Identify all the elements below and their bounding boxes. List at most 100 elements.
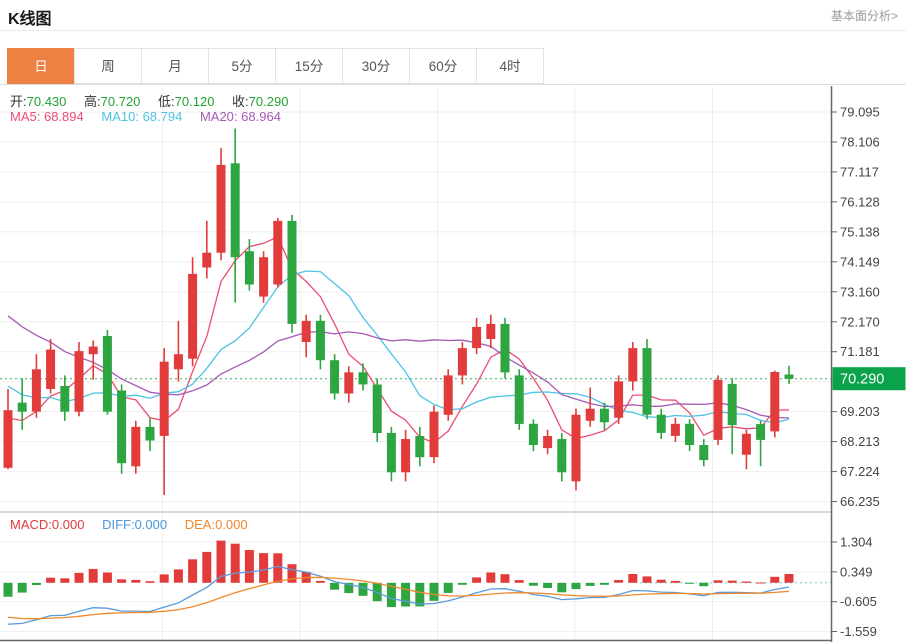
fundamental-analysis-link[interactable]: 基本面分析> xyxy=(830,9,898,23)
ma-legend: MA5: 68.894 MA10: 68.794 MA20: 68.964 xyxy=(10,109,295,124)
candle xyxy=(216,164,226,253)
candle xyxy=(301,320,311,342)
tab-5min[interactable]: 5分 xyxy=(208,48,276,84)
page-title: K线图 xyxy=(8,11,52,28)
macd-axis-label: 0.349 xyxy=(840,564,873,579)
macd-axis-label: 1.304 xyxy=(840,535,873,550)
dea-value: 0.000 xyxy=(215,517,248,532)
ma20-label: MA20: xyxy=(199,109,238,124)
candle xyxy=(117,390,127,464)
macd-bar xyxy=(159,574,169,583)
price-axis-label: 78.106 xyxy=(840,135,880,150)
macd-bar xyxy=(88,568,98,583)
price-axis-label: 79.095 xyxy=(840,105,880,120)
macd-bar xyxy=(60,578,70,583)
candle xyxy=(585,408,595,421)
candle xyxy=(145,426,155,441)
tab-60min[interactable]: 60分 xyxy=(409,48,477,84)
macd-bar xyxy=(429,582,439,601)
macd-bar xyxy=(315,580,325,583)
macd-bar xyxy=(713,580,723,583)
candle xyxy=(131,426,141,467)
macd-legend: MACD:0.000 DIFF:0.000 DEA:0.000 xyxy=(10,517,262,532)
macd-bar xyxy=(17,582,27,593)
macd-bar xyxy=(273,553,283,583)
macd-bar xyxy=(585,582,595,586)
macd-bar xyxy=(287,564,297,583)
candle xyxy=(102,336,112,412)
price-axis-label: 69.203 xyxy=(840,404,880,419)
macd-bar xyxy=(514,580,524,583)
price-axis-label: 76.128 xyxy=(840,194,880,209)
macd-bar xyxy=(31,582,41,585)
high-value: 70.720 xyxy=(100,94,141,109)
open-label: 开: xyxy=(10,94,27,109)
tab-4hour[interactable]: 4时 xyxy=(476,48,544,84)
macd-bar xyxy=(216,540,226,583)
macd-bar xyxy=(699,582,709,587)
candle xyxy=(344,372,354,394)
macd-bar xyxy=(656,579,666,583)
candle xyxy=(159,361,169,436)
macd-bar xyxy=(685,582,695,584)
macd-bar xyxy=(557,582,567,593)
open-value: 70.430 xyxy=(26,94,67,109)
svg-text:70.290: 70.290 xyxy=(840,372,884,388)
macd-bar xyxy=(486,572,496,583)
candle xyxy=(74,351,84,412)
tab-30min[interactable]: 30分 xyxy=(342,48,410,84)
tab-month[interactable]: 月 xyxy=(141,48,209,84)
candle xyxy=(472,326,482,349)
candle xyxy=(230,163,240,258)
candle xyxy=(315,320,325,361)
macd-bar xyxy=(472,577,482,583)
candle xyxy=(557,439,567,473)
diff-value: 0.000 xyxy=(134,517,168,532)
candle xyxy=(543,436,553,449)
candle xyxy=(486,323,496,339)
tab-15min[interactable]: 15分 xyxy=(275,48,343,84)
candle xyxy=(784,374,794,379)
tab-week[interactable]: 周 xyxy=(74,48,142,84)
diff-label: DIFF: xyxy=(102,517,135,532)
ohlc-legend: 开:70.430 高:70.720 低:70.120 收:70.290 xyxy=(10,91,302,110)
candle xyxy=(17,402,27,412)
macd-bar xyxy=(756,582,766,584)
candle xyxy=(500,323,510,373)
candle xyxy=(88,346,98,355)
macd-bar xyxy=(500,574,510,583)
price-axis-label: 67.224 xyxy=(840,464,880,479)
macd-bar xyxy=(599,582,609,585)
candle xyxy=(699,445,709,461)
macd-bar xyxy=(188,559,198,583)
candle xyxy=(713,379,723,440)
macd-bar xyxy=(741,581,751,583)
macd-axis-label: -1.559 xyxy=(840,624,877,639)
dea-label: DEA: xyxy=(184,517,216,532)
macd-bar xyxy=(528,582,538,586)
current-price-badge: 70.290 xyxy=(832,367,906,391)
tabbar-divider xyxy=(0,84,906,85)
ma5-line xyxy=(7,236,790,444)
candle xyxy=(429,411,439,458)
tab-day[interactable]: 日 xyxy=(7,48,75,84)
price-axis-label: 72.170 xyxy=(840,314,880,329)
macd-bar xyxy=(46,577,56,583)
candle xyxy=(358,372,368,385)
macd-bar xyxy=(784,574,794,583)
low-value: 70.120 xyxy=(174,94,215,109)
macd-axis-label: -0.605 xyxy=(840,594,877,609)
macd-bar xyxy=(330,582,340,590)
candle xyxy=(386,432,396,473)
macd-bar xyxy=(571,582,581,590)
macd-bar xyxy=(543,582,553,588)
diff-line xyxy=(7,565,790,625)
period-tab-bar: 日 周 月 5分 15分 30分 60分 4时 xyxy=(7,48,544,84)
candle xyxy=(727,383,737,426)
candle xyxy=(259,257,269,297)
candle xyxy=(756,424,766,440)
macd-value: 0.000 xyxy=(51,517,85,532)
macd-bar xyxy=(358,582,368,596)
